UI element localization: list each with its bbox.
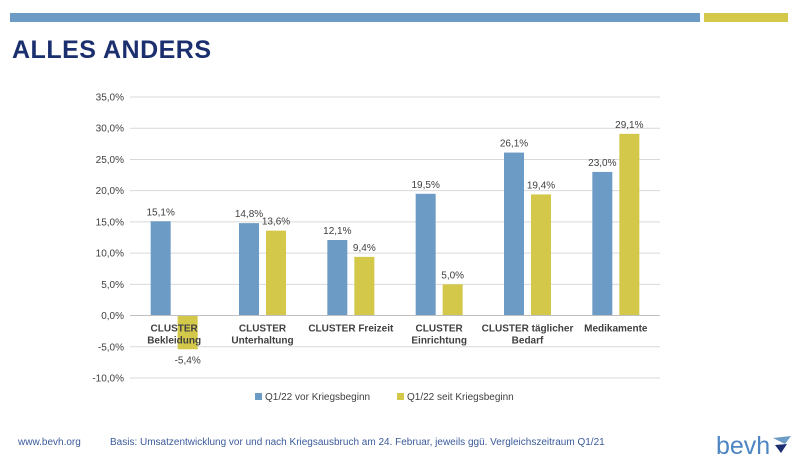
y-tick-label: 0,0% — [101, 311, 124, 322]
header-accent-bar-yellow — [704, 13, 788, 22]
y-tick-label: 35,0% — [96, 93, 124, 104]
y-tick-label: 5,0% — [101, 280, 124, 291]
x-category-label: Bedarf — [512, 336, 544, 347]
data-label: 19,5% — [411, 180, 439, 191]
bar-before — [150, 221, 171, 316]
y-tick-label: 25,0% — [96, 155, 124, 166]
y-tick-label: 20,0% — [96, 186, 124, 197]
footer-url[interactable]: www.bevh.org — [18, 437, 81, 448]
x-category-label: CLUSTER — [239, 324, 287, 335]
x-category-label: CLUSTER — [151, 324, 199, 335]
bar-after — [354, 256, 375, 316]
bar-after — [619, 133, 640, 316]
data-label: 29,1% — [615, 120, 643, 131]
y-tick-label: 10,0% — [96, 249, 124, 260]
x-category-label: Medikamente — [584, 324, 648, 335]
bar-after — [531, 194, 551, 316]
bar-before — [592, 171, 613, 316]
slide-title: ALLES ANDERS — [12, 36, 212, 64]
legend-label: Q1/22 seit Kriegsbeginn — [407, 392, 514, 403]
data-label: 9,4% — [353, 243, 376, 254]
bar-before — [504, 152, 524, 316]
logo-mark-icon — [773, 436, 791, 453]
data-label: 26,1% — [500, 139, 528, 150]
logo-text: bevh — [716, 432, 771, 460]
x-category-label: Bekleidung — [147, 336, 201, 347]
bar-before — [239, 223, 259, 316]
y-tick-label: 15,0% — [96, 217, 124, 228]
bar-chart: 35,0% 30,0% 25,0% 20,0% 15,0% 10,0% 5,0% 0,0% -5… — [92, 93, 660, 403]
bar-after — [266, 230, 286, 316]
data-label: 23,0% — [588, 158, 616, 169]
y-tick-label: 30,0% — [96, 124, 124, 135]
footer-note: Basis: Umsatzentwicklung vor und nach Kr… — [110, 437, 605, 448]
data-label: -5,4% — [175, 355, 201, 366]
bar-before — [327, 239, 348, 316]
data-label: 12,1% — [323, 226, 351, 237]
legend-label: Q1/22 vor Kriegsbeginn — [265, 392, 370, 403]
bar-after — [442, 284, 463, 316]
header-accent-bar-blue — [10, 13, 700, 22]
data-label: 13,6% — [262, 217, 290, 228]
x-category-label: Einrichtung — [411, 336, 467, 347]
bar-after — [177, 315, 198, 350]
data-label: 5,0% — [441, 270, 464, 281]
bar-before — [415, 193, 436, 316]
legend-swatch — [255, 393, 262, 400]
x-category-label: Unterhaltung — [231, 336, 293, 347]
x-category-label: CLUSTER täglicher — [482, 324, 574, 335]
bevh-logo: bevh — [716, 432, 796, 462]
x-category-label: CLUSTER Freizeit — [308, 324, 394, 335]
data-label: 19,4% — [527, 180, 555, 191]
y-tick-label: -5,0% — [98, 342, 124, 353]
data-label: 14,8% — [235, 209, 263, 220]
legend-swatch — [397, 393, 404, 400]
y-tick-label: -10,0% — [92, 374, 124, 385]
x-category-label: CLUSTER — [416, 324, 464, 335]
data-label: 15,1% — [146, 207, 174, 218]
